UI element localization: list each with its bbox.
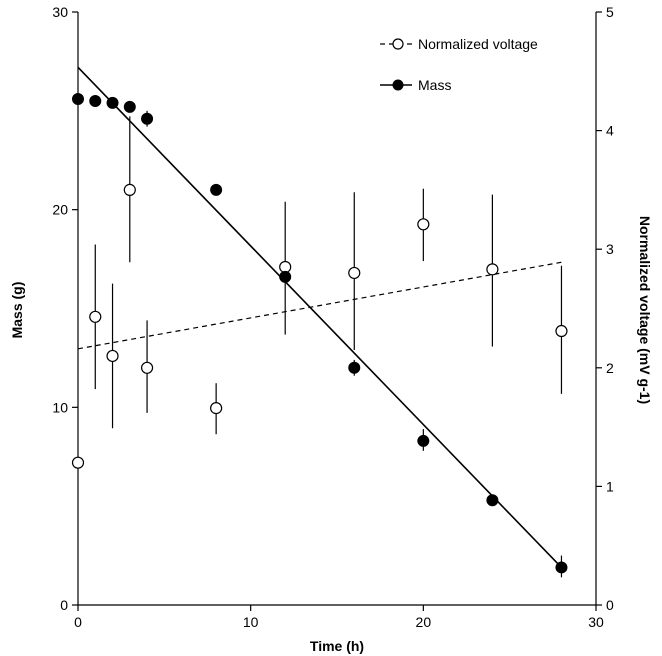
mass-point bbox=[141, 112, 154, 125]
mass-point bbox=[123, 100, 136, 113]
y-right-tick-label: 1 bbox=[606, 478, 614, 494]
legend-voltage-label: Normalized voltage bbox=[418, 36, 538, 52]
mass-point bbox=[210, 183, 223, 196]
y-right-tick-label: 0 bbox=[606, 597, 614, 613]
voltage-point bbox=[417, 218, 430, 231]
mass-point bbox=[348, 361, 361, 374]
y-right-tick-label: 3 bbox=[606, 241, 614, 257]
x-axis-title: Time (h) bbox=[310, 638, 364, 654]
y-left-tick-label: 10 bbox=[52, 399, 68, 415]
x-tick-label: 20 bbox=[416, 614, 432, 630]
mass-point bbox=[417, 434, 430, 447]
voltage-point bbox=[123, 183, 136, 196]
fit-lines bbox=[77, 66, 563, 568]
voltage-point bbox=[106, 349, 119, 363]
data-points bbox=[71, 92, 568, 574]
y-left-tick-label: 20 bbox=[52, 202, 68, 218]
legend-voltage-marker bbox=[392, 38, 404, 50]
voltage-point bbox=[555, 324, 568, 338]
x-tick-label: 0 bbox=[74, 614, 82, 630]
voltage-point bbox=[71, 456, 85, 469]
x-tick-label: 30 bbox=[588, 614, 604, 630]
voltage-point bbox=[348, 266, 361, 280]
y-right-axis-title: Normalized voltage (mV g-1) bbox=[637, 216, 653, 404]
mass-point bbox=[555, 561, 568, 574]
y-right-tick-label: 4 bbox=[606, 123, 614, 139]
x-tick-label: 10 bbox=[243, 614, 259, 630]
mass-point bbox=[279, 270, 292, 283]
legend-mass-marker bbox=[392, 79, 404, 91]
y-left-tick-label: 30 bbox=[52, 4, 68, 20]
axes bbox=[77, 12, 597, 606]
voltage-point bbox=[89, 310, 102, 323]
mass-point bbox=[89, 94, 102, 107]
voltage-point bbox=[486, 263, 499, 276]
y-left-tick-label: 0 bbox=[60, 597, 68, 613]
voltage-point bbox=[210, 402, 223, 415]
voltage-point bbox=[140, 361, 154, 374]
y-right-tick-label: 5 bbox=[606, 4, 614, 20]
legend-mass-label: Mass bbox=[418, 77, 451, 93]
mass-fit-line bbox=[77, 66, 563, 568]
legend: Normalized voltage Mass bbox=[380, 36, 538, 93]
mass-point bbox=[486, 494, 499, 507]
error-bars bbox=[94, 110, 563, 578]
voltage-fit-line bbox=[77, 261, 562, 350]
y-right-tick-label: 2 bbox=[606, 360, 614, 376]
mass-point bbox=[72, 92, 84, 105]
y-left-axis-title: Mass (g) bbox=[9, 282, 25, 339]
voltage-point bbox=[279, 260, 292, 274]
mass-point bbox=[106, 96, 119, 109]
